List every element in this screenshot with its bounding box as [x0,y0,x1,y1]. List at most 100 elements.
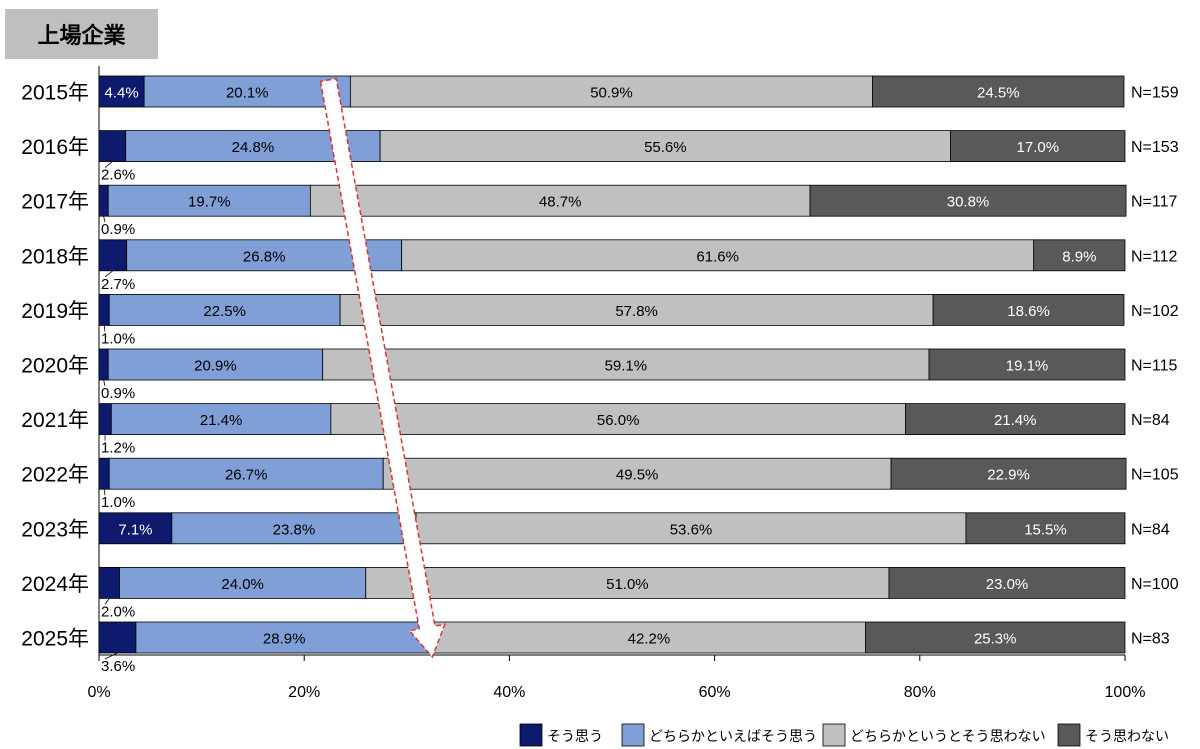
bar-segment [98,239,128,272]
category-label: 2020年 [21,355,89,378]
bar-segment [171,512,417,545]
data-label: 48.7% [539,194,582,211]
n-label: N=100 [1131,576,1179,593]
n-label: N=117 [1131,194,1178,211]
segment-badge: 上場企業 [5,9,158,59]
bar-segment [932,293,1125,326]
data-label-leader [104,161,113,168]
data-label-leader [104,652,118,660]
bar-segment [98,403,112,436]
bar-segment [322,348,930,381]
data-label: 15.5% [1024,521,1067,538]
data-label-leader [103,216,106,223]
n-label: N=112 [1131,248,1178,265]
data-label: 0.9% [101,221,135,238]
data-label: 23.0% [986,576,1029,593]
bar-segment [382,457,892,490]
data-label: 0.9% [101,385,135,402]
bar-segment [107,184,311,217]
data-label: 61.6% [696,248,739,265]
n-label: N=159 [1131,85,1179,102]
category-label: 2017年 [21,191,89,214]
data-label: 8.9% [1062,248,1096,265]
legend-swatch [621,723,645,747]
n-label: N=84 [1131,412,1170,429]
data-label-leader [103,379,106,387]
data-label-leader [103,489,106,496]
data-label-leader [104,270,114,278]
legend-label: どちらかというとそう思わない [850,728,1046,744]
data-label-leader [103,325,106,332]
legend-swatch [519,723,543,747]
data-label: 50.9% [590,85,633,102]
category-label: 2019年 [21,300,89,323]
bar-segment [865,621,1126,654]
data-label: 22.5% [203,303,246,320]
data-label: 18.6% [1007,303,1050,320]
data-label: 4.4% [104,85,138,102]
data-label: 57.8% [615,303,658,320]
bar-segment [928,348,1126,381]
data-label: 1.2% [101,440,135,457]
bar-segment [950,130,1126,163]
bar-segment [365,567,890,599]
bar-segment [415,512,967,545]
data-label: 26.8% [243,248,286,265]
data-label: 1.0% [101,494,135,511]
bar-segment [98,567,120,599]
n-label: N=115 [1131,358,1178,375]
data-label: 56.0% [597,412,640,429]
x-tick-label: 80% [904,684,936,701]
n-label: N=84 [1131,521,1170,538]
data-label: 24.8% [232,139,275,156]
data-label: 59.1% [605,358,648,375]
bar-segment [108,457,384,490]
category-label: 2022年 [21,464,89,487]
bar-segment [119,567,367,599]
category-label: 2023年 [21,518,89,541]
bar-segment [108,293,341,326]
bar-segment [98,130,127,163]
category-label: 2015年 [21,82,89,105]
bar-segment [379,130,951,163]
x-tick-label: 40% [493,684,525,701]
data-label: 24.0% [221,576,264,593]
legend-label: そう思う [547,728,603,744]
bar-segment [330,403,906,436]
legend-label: そう思わない [1085,728,1169,744]
data-label: 30.8% [947,194,990,211]
data-label: 20.1% [226,85,269,102]
n-label: N=83 [1131,631,1170,648]
n-label: N=105 [1131,467,1179,484]
data-label: 21.4% [200,412,243,429]
bar-segment [888,567,1126,599]
legend-label: どちらかといえばそう思う [649,728,817,744]
category-label: 2016年 [21,136,89,159]
bar-segment [98,293,110,326]
data-label: 26.7% [225,467,268,484]
bar-segment [349,75,874,108]
data-label: 19.7% [188,194,231,211]
legend-swatch [822,723,846,747]
n-label: N=153 [1131,139,1179,156]
data-label: 55.6% [644,139,687,156]
x-tick-label: 0% [87,684,110,701]
category-label: 2025年 [21,628,89,651]
data-label: 42.2% [628,631,671,648]
bar-segment [872,75,1125,108]
bar-segment [98,621,137,654]
bar-segment [98,512,173,545]
data-label: 49.5% [616,467,659,484]
bar-segment [890,457,1127,490]
data-label: 2.0% [101,603,135,620]
category-label: 2021年 [21,409,89,432]
data-label: 2.7% [101,276,135,293]
data-label: 1.0% [101,330,135,347]
data-label: 25.3% [974,631,1017,648]
bar-segment [110,403,332,436]
bar-segment [809,184,1127,217]
data-label: 20.9% [194,358,237,375]
data-label: 24.5% [977,85,1020,102]
bar-segment [965,512,1126,545]
